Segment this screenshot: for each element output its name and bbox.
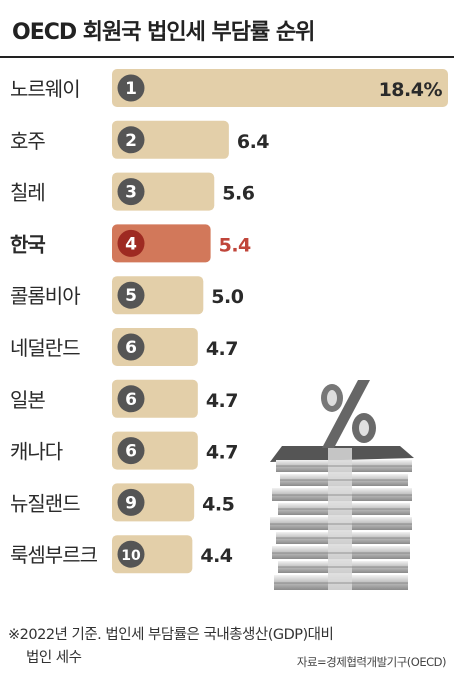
rank-number: 4 bbox=[125, 234, 137, 254]
bar bbox=[112, 120, 229, 159]
rank-number: 1 bbox=[125, 79, 137, 99]
source-note: 자료=경제협력개발기구(OECD) bbox=[296, 655, 447, 669]
value-label: 5.6 bbox=[222, 183, 254, 205]
category-label: 호주 bbox=[10, 129, 45, 153]
value-label: 4.7 bbox=[206, 338, 238, 360]
rank-number: 6 bbox=[125, 442, 137, 462]
rank-number: 2 bbox=[125, 131, 137, 151]
rank-badge bbox=[117, 437, 145, 465]
value-label: 4.7 bbox=[206, 390, 238, 412]
footnote-line-2: 법인 세수 bbox=[26, 650, 82, 666]
value-label: 18.4% bbox=[379, 79, 443, 101]
value-label: 6.4 bbox=[237, 131, 269, 153]
rank-badge bbox=[117, 281, 145, 309]
footnote-line-1: ※2022년 기준. 법인세 부담률은 국내총생산(GDP)대비 bbox=[8, 627, 334, 643]
rank-badge bbox=[117, 229, 145, 257]
category-label: 룩셈부르크 bbox=[10, 543, 98, 567]
category-label: 한국 bbox=[10, 232, 45, 256]
rank-badge bbox=[117, 385, 145, 413]
value-label: 4.7 bbox=[206, 442, 238, 464]
category-label: 칠레 bbox=[10, 181, 45, 205]
rank-badge bbox=[117, 540, 145, 568]
rank-badge bbox=[117, 488, 145, 516]
rank-badge bbox=[117, 74, 145, 102]
tax-stack-illustration bbox=[270, 446, 414, 590]
rank-number: 6 bbox=[125, 390, 137, 410]
rank-number: 9 bbox=[125, 493, 137, 513]
percent-symbol bbox=[321, 380, 376, 448]
category-label: 콜롬비아 bbox=[10, 284, 80, 308]
category-label: 캐나다 bbox=[10, 440, 63, 464]
value-label: 5.0 bbox=[211, 286, 243, 308]
rank-badge bbox=[117, 333, 145, 361]
rank-number: 6 bbox=[125, 338, 137, 358]
bar bbox=[112, 69, 448, 107]
value-label: 4.5 bbox=[202, 493, 234, 515]
rank-badge bbox=[117, 126, 145, 154]
rank-number: 5 bbox=[125, 286, 137, 306]
category-label: 뉴질랜드 bbox=[10, 491, 80, 515]
footnote: ※2022년 기준. 법인세 부담률은 국내총생산(GDP)대비 법인 세수 bbox=[8, 624, 334, 670]
title-rule bbox=[0, 56, 454, 58]
value-label: 4.4 bbox=[200, 545, 232, 567]
value-label: 5.4 bbox=[219, 234, 251, 256]
rank-number: 10 bbox=[121, 548, 141, 564]
category-label: 네덜란드 bbox=[10, 336, 80, 360]
category-label: 일본 bbox=[10, 388, 45, 412]
rank-badge bbox=[117, 178, 145, 206]
chart-title: OECD 회원국 법인세 부담률 순위 bbox=[12, 20, 315, 45]
rank-number: 3 bbox=[125, 183, 137, 203]
category-label: 노르웨이 bbox=[10, 77, 80, 101]
